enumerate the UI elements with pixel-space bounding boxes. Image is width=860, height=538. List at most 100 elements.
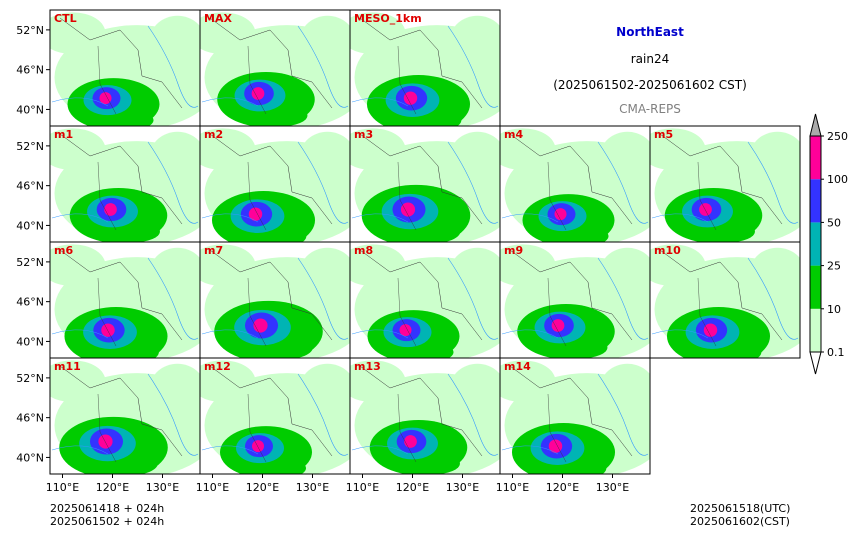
- border-line: [209, 365, 333, 457]
- panel-grid: CTL MAX MESO_1km m1 m2 m3 m4 m5 m6 m7 m8 m9 m10 m11 m1…: [49, 9, 801, 475]
- lat-tick-label: 46°N: [16, 296, 44, 309]
- rain-band-0-1: [450, 131, 500, 179]
- lat-tick-label: 40°N: [16, 451, 44, 464]
- rain-band-0-1: [600, 363, 650, 411]
- border-line: [509, 365, 633, 457]
- panel-label: m5: [654, 128, 673, 141]
- lon-tick-label: 120°E: [546, 481, 579, 494]
- river-line: [351, 213, 409, 223]
- border-line: [359, 365, 483, 457]
- panel-label: CTL: [54, 12, 77, 25]
- map-panel-m11: m11: [49, 357, 201, 475]
- province-line: [97, 161, 117, 231]
- colorbar: 0.1 10 25 50 100 250: [809, 113, 848, 375]
- panel-label: m9: [504, 244, 523, 257]
- panel-frame: [499, 357, 651, 475]
- map-panel-m12: m12: [199, 357, 351, 475]
- colorbar-frame: [809, 135, 822, 353]
- rain-band-0-1: [50, 244, 106, 287]
- river-line: [447, 25, 499, 108]
- river-line: [501, 213, 559, 223]
- colorbar-label: 50: [827, 216, 841, 229]
- river-line: [201, 329, 259, 339]
- lat-tick-label: 46°N: [16, 180, 44, 193]
- lon-tick-label: 130°E: [146, 481, 179, 494]
- lat-tick-label: 52°N: [16, 372, 44, 385]
- map-panel-m3: m3: [349, 125, 501, 243]
- rain-band-0-1: [150, 131, 200, 179]
- colorbar-segment: [810, 308, 821, 352]
- border-line: [509, 249, 633, 341]
- colorbar-under-arrow: [809, 351, 822, 375]
- rain-band-0-1: [300, 363, 350, 411]
- border-line: [59, 365, 183, 457]
- map-panel-m6: m6: [49, 241, 201, 359]
- map-panel-m14: m14: [499, 357, 651, 475]
- province-line: [547, 277, 567, 347]
- river-line: [597, 141, 649, 224]
- river-line: [447, 373, 499, 456]
- colorbar-label: 10: [827, 303, 841, 316]
- border-line: [59, 249, 183, 341]
- rain-band-0-1: [500, 128, 556, 171]
- system-title: CMA-REPS: [619, 102, 681, 116]
- river-line: [147, 141, 199, 224]
- river-line: [597, 257, 649, 340]
- rain-band-0-1: [500, 360, 556, 403]
- rain-band-100: [548, 439, 563, 453]
- lon-tick-label: 120°E: [396, 481, 429, 494]
- valid-time-footer: 2025061518(UTC) 2025061602(CST): [690, 502, 790, 528]
- rain-band-0-1: [350, 12, 406, 55]
- province-line: [247, 277, 267, 347]
- map-panel-ctl: CTL: [49, 9, 201, 127]
- footer-left-line2: 2025061502 + 024h: [50, 515, 165, 528]
- panel-label: MAX: [204, 12, 232, 25]
- river-line: [297, 373, 349, 456]
- map-panel-m1: m1: [49, 125, 201, 243]
- rain-band-0-1: [300, 131, 350, 179]
- panel-label: m6: [54, 244, 73, 257]
- rain-band-0-1: [300, 15, 350, 63]
- panel-label: m4: [504, 128, 523, 141]
- province-line: [247, 161, 267, 231]
- panel-label: m14: [504, 360, 531, 373]
- rain-band-0-1: [450, 247, 500, 295]
- panel-label: m8: [354, 244, 373, 257]
- colorbar-label: 25: [827, 260, 841, 273]
- colorbar-segment: [810, 265, 821, 309]
- init-time-footer: 2025061418 + 024h 2025061502 + 024h: [50, 502, 164, 528]
- rain-band-0-1: [200, 360, 256, 403]
- rain-band-100: [699, 203, 712, 216]
- border-line: [59, 133, 183, 225]
- map-panel-meso_1km: MESO_1km: [349, 9, 501, 127]
- lat-tick-label: 46°N: [16, 64, 44, 77]
- lon-tick-label: 110°E: [196, 481, 229, 494]
- rain-band-0-1: [450, 15, 500, 63]
- rain-band-100: [554, 208, 567, 221]
- rain-band-100: [251, 87, 265, 100]
- rain-band-0-1: [50, 128, 106, 171]
- rain-band-0-1: [500, 244, 556, 287]
- river-line: [51, 97, 109, 107]
- province-line: [247, 393, 267, 463]
- panel-label: m3: [354, 128, 373, 141]
- colorbar-segment: [810, 179, 821, 223]
- map-panel-m7: m7: [199, 241, 351, 359]
- border-line: [359, 17, 483, 109]
- rain-band-0-1: [350, 244, 406, 287]
- panel-frame: [649, 241, 801, 359]
- province-line: [697, 277, 717, 347]
- map-panel-m13: m13: [349, 357, 501, 475]
- map-panel-m4: m4: [499, 125, 651, 243]
- lat-tick-label: 40°N: [16, 335, 44, 348]
- province-line: [247, 45, 267, 115]
- border-line: [209, 17, 333, 109]
- province-line: [97, 277, 117, 347]
- rain-band-100: [551, 319, 565, 332]
- river-line: [51, 213, 109, 223]
- colorbar-segment: [810, 222, 821, 266]
- rain-band-0-1: [50, 12, 106, 55]
- rain-band-0-1: [200, 244, 256, 287]
- rain-band-0-1: [150, 247, 200, 295]
